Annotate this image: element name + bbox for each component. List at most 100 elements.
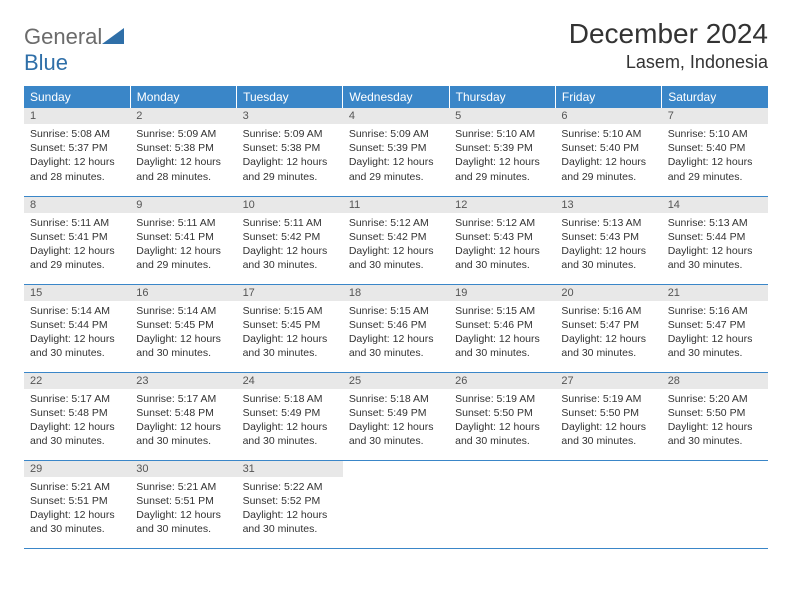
- day-number: 16: [130, 285, 236, 301]
- logo-text-block: General Blue: [24, 24, 124, 76]
- calendar-cell: 5Sunrise: 5:10 AMSunset: 5:39 PMDaylight…: [449, 108, 555, 196]
- calendar-cell: 8Sunrise: 5:11 AMSunset: 5:41 PMDaylight…: [24, 196, 130, 284]
- calendar-cell: 24Sunrise: 5:18 AMSunset: 5:49 PMDayligh…: [237, 372, 343, 460]
- day-detail: Sunrise: 5:16 AMSunset: 5:47 PMDaylight:…: [662, 301, 768, 365]
- calendar-row: 29Sunrise: 5:21 AMSunset: 5:51 PMDayligh…: [24, 460, 768, 548]
- calendar-cell: 20Sunrise: 5:16 AMSunset: 5:47 PMDayligh…: [555, 284, 661, 372]
- calendar-cell: [343, 460, 449, 548]
- day-number: 13: [555, 197, 661, 213]
- calendar-cell: 27Sunrise: 5:19 AMSunset: 5:50 PMDayligh…: [555, 372, 661, 460]
- calendar-cell: 31Sunrise: 5:22 AMSunset: 5:52 PMDayligh…: [237, 460, 343, 548]
- calendar-cell: 12Sunrise: 5:12 AMSunset: 5:43 PMDayligh…: [449, 196, 555, 284]
- calendar-header-row: SundayMondayTuesdayWednesdayThursdayFrid…: [24, 86, 768, 108]
- calendar-row: 15Sunrise: 5:14 AMSunset: 5:44 PMDayligh…: [24, 284, 768, 372]
- calendar-cell: 18Sunrise: 5:15 AMSunset: 5:46 PMDayligh…: [343, 284, 449, 372]
- weekday-header: Saturday: [662, 86, 768, 108]
- day-number: 21: [662, 285, 768, 301]
- calendar-cell: 2Sunrise: 5:09 AMSunset: 5:38 PMDaylight…: [130, 108, 236, 196]
- weekday-header: Tuesday: [237, 86, 343, 108]
- calendar-cell: 26Sunrise: 5:19 AMSunset: 5:50 PMDayligh…: [449, 372, 555, 460]
- day-detail: Sunrise: 5:09 AMSunset: 5:38 PMDaylight:…: [237, 124, 343, 188]
- logo: General Blue: [24, 18, 124, 76]
- calendar-cell: 4Sunrise: 5:09 AMSunset: 5:39 PMDaylight…: [343, 108, 449, 196]
- day-number: 7: [662, 108, 768, 124]
- calendar-cell: 28Sunrise: 5:20 AMSunset: 5:50 PMDayligh…: [662, 372, 768, 460]
- weekday-header: Sunday: [24, 86, 130, 108]
- weekday-header: Friday: [555, 86, 661, 108]
- logo-word-1: General: [24, 24, 102, 49]
- header-bar: General Blue December 2024 Lasem, Indone…: [24, 18, 768, 76]
- day-number: 11: [343, 197, 449, 213]
- day-number: 29: [24, 461, 130, 477]
- day-detail: Sunrise: 5:15 AMSunset: 5:45 PMDaylight:…: [237, 301, 343, 365]
- month-title: December 2024: [569, 18, 768, 50]
- day-detail: Sunrise: 5:12 AMSunset: 5:42 PMDaylight:…: [343, 213, 449, 277]
- day-detail: Sunrise: 5:20 AMSunset: 5:50 PMDaylight:…: [662, 389, 768, 453]
- calendar-row: 1Sunrise: 5:08 AMSunset: 5:37 PMDaylight…: [24, 108, 768, 196]
- day-number: 3: [237, 108, 343, 124]
- day-detail: Sunrise: 5:08 AMSunset: 5:37 PMDaylight:…: [24, 124, 130, 188]
- day-number: 2: [130, 108, 236, 124]
- day-detail: Sunrise: 5:16 AMSunset: 5:47 PMDaylight:…: [555, 301, 661, 365]
- day-detail: Sunrise: 5:11 AMSunset: 5:41 PMDaylight:…: [130, 213, 236, 277]
- day-number: 17: [237, 285, 343, 301]
- calendar-cell: 22Sunrise: 5:17 AMSunset: 5:48 PMDayligh…: [24, 372, 130, 460]
- day-number: 6: [555, 108, 661, 124]
- calendar-cell: 13Sunrise: 5:13 AMSunset: 5:43 PMDayligh…: [555, 196, 661, 284]
- day-number: 25: [343, 373, 449, 389]
- calendar-cell: [555, 460, 661, 548]
- day-number: 23: [130, 373, 236, 389]
- day-number: 19: [449, 285, 555, 301]
- calendar-cell: 21Sunrise: 5:16 AMSunset: 5:47 PMDayligh…: [662, 284, 768, 372]
- calendar-cell: 30Sunrise: 5:21 AMSunset: 5:51 PMDayligh…: [130, 460, 236, 548]
- day-detail: Sunrise: 5:14 AMSunset: 5:44 PMDaylight:…: [24, 301, 130, 365]
- day-detail: Sunrise: 5:19 AMSunset: 5:50 PMDaylight:…: [555, 389, 661, 453]
- day-detail: Sunrise: 5:09 AMSunset: 5:39 PMDaylight:…: [343, 124, 449, 188]
- day-detail: Sunrise: 5:18 AMSunset: 5:49 PMDaylight:…: [343, 389, 449, 453]
- location-label: Lasem, Indonesia: [569, 52, 768, 73]
- calendar-cell: 23Sunrise: 5:17 AMSunset: 5:48 PMDayligh…: [130, 372, 236, 460]
- weekday-header: Wednesday: [343, 86, 449, 108]
- calendar-cell: [662, 460, 768, 548]
- calendar-row: 8Sunrise: 5:11 AMSunset: 5:41 PMDaylight…: [24, 196, 768, 284]
- title-block: December 2024 Lasem, Indonesia: [569, 18, 768, 73]
- day-number: 20: [555, 285, 661, 301]
- day-number: 1: [24, 108, 130, 124]
- calendar-cell: 10Sunrise: 5:11 AMSunset: 5:42 PMDayligh…: [237, 196, 343, 284]
- day-number: 8: [24, 197, 130, 213]
- calendar-cell: 7Sunrise: 5:10 AMSunset: 5:40 PMDaylight…: [662, 108, 768, 196]
- day-detail: Sunrise: 5:10 AMSunset: 5:40 PMDaylight:…: [662, 124, 768, 188]
- calendar-row: 22Sunrise: 5:17 AMSunset: 5:48 PMDayligh…: [24, 372, 768, 460]
- day-detail: Sunrise: 5:18 AMSunset: 5:49 PMDaylight:…: [237, 389, 343, 453]
- calendar-table: SundayMondayTuesdayWednesdayThursdayFrid…: [24, 86, 768, 549]
- day-number: 4: [343, 108, 449, 124]
- day-number: 27: [555, 373, 661, 389]
- day-detail: Sunrise: 5:21 AMSunset: 5:51 PMDaylight:…: [24, 477, 130, 541]
- day-number: 10: [237, 197, 343, 213]
- logo-word-2: Blue: [24, 50, 68, 75]
- calendar-cell: 14Sunrise: 5:13 AMSunset: 5:44 PMDayligh…: [662, 196, 768, 284]
- day-number: 24: [237, 373, 343, 389]
- day-detail: Sunrise: 5:13 AMSunset: 5:43 PMDaylight:…: [555, 213, 661, 277]
- day-number: 9: [130, 197, 236, 213]
- day-detail: Sunrise: 5:15 AMSunset: 5:46 PMDaylight:…: [343, 301, 449, 365]
- calendar-cell: [449, 460, 555, 548]
- calendar-cell: 6Sunrise: 5:10 AMSunset: 5:40 PMDaylight…: [555, 108, 661, 196]
- day-detail: Sunrise: 5:10 AMSunset: 5:40 PMDaylight:…: [555, 124, 661, 188]
- calendar-cell: 19Sunrise: 5:15 AMSunset: 5:46 PMDayligh…: [449, 284, 555, 372]
- day-detail: Sunrise: 5:11 AMSunset: 5:42 PMDaylight:…: [237, 213, 343, 277]
- day-detail: Sunrise: 5:22 AMSunset: 5:52 PMDaylight:…: [237, 477, 343, 541]
- day-number: 12: [449, 197, 555, 213]
- day-number: 5: [449, 108, 555, 124]
- weekday-header: Monday: [130, 86, 236, 108]
- calendar-body: 1Sunrise: 5:08 AMSunset: 5:37 PMDaylight…: [24, 108, 768, 548]
- day-detail: Sunrise: 5:13 AMSunset: 5:44 PMDaylight:…: [662, 213, 768, 277]
- day-number: 14: [662, 197, 768, 213]
- day-detail: Sunrise: 5:15 AMSunset: 5:46 PMDaylight:…: [449, 301, 555, 365]
- day-detail: Sunrise: 5:09 AMSunset: 5:38 PMDaylight:…: [130, 124, 236, 188]
- day-number: 18: [343, 285, 449, 301]
- calendar-cell: 9Sunrise: 5:11 AMSunset: 5:41 PMDaylight…: [130, 196, 236, 284]
- day-detail: Sunrise: 5:21 AMSunset: 5:51 PMDaylight:…: [130, 477, 236, 541]
- day-number: 30: [130, 461, 236, 477]
- day-detail: Sunrise: 5:17 AMSunset: 5:48 PMDaylight:…: [130, 389, 236, 453]
